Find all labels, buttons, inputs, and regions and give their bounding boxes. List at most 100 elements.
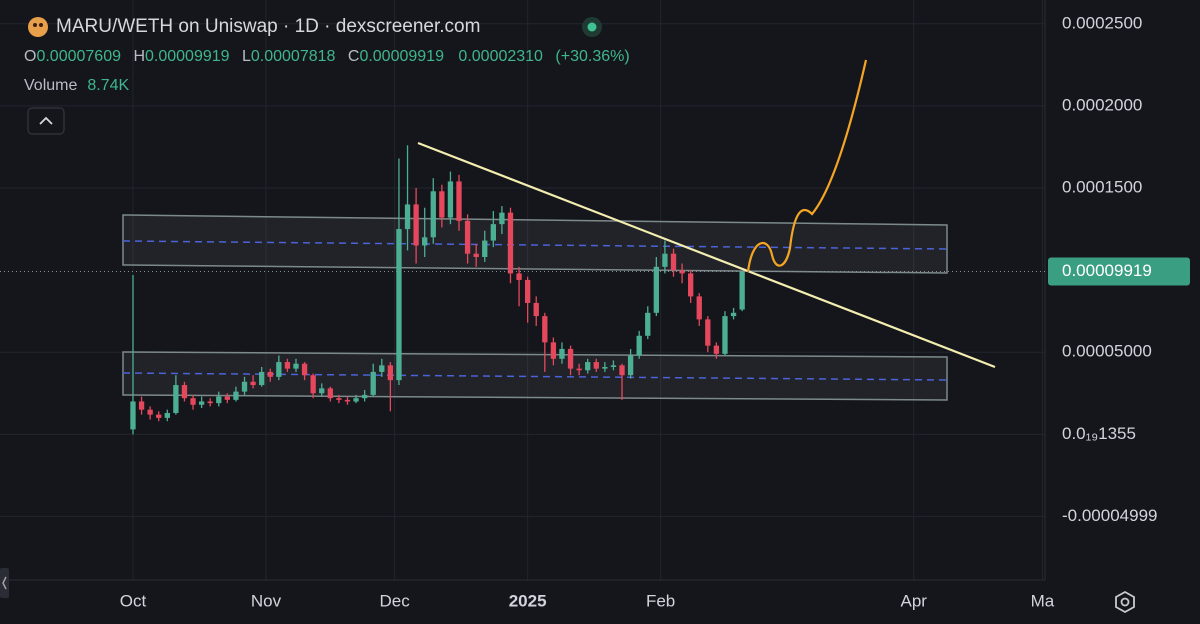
candles [130,145,745,435]
candle-body [310,375,316,394]
x-tick-label: Dec [380,591,411,610]
candle-body [319,388,325,394]
settings-icon [1120,597,1130,607]
x-tick-label: Ma [1031,591,1055,610]
candle-body [636,335,642,356]
ohlc-line: O0.00007609 H0.00009919 L0.00007818 C0.0… [24,48,630,65]
token-logo [39,23,43,27]
y-tick-label: 0.0₁₉1355 [1062,424,1136,443]
candle-body [688,273,694,297]
ohlc-label: C [348,48,360,65]
candle-body [550,342,557,359]
x-tick-label: Nov [251,591,282,610]
ohlc-value: 0.00009919 [145,48,230,65]
resistance-zone [122,214,948,274]
candle-body [147,409,153,415]
candle-body [284,362,291,369]
candle-body [370,371,376,395]
ohlc-value: 0.00009919 [359,48,444,65]
candle-body [619,365,625,376]
candle-body [679,270,685,274]
x-tick-label: Feb [646,591,675,610]
candle-body [216,396,222,404]
ohlc-label: O [24,48,36,65]
candle-body [233,391,239,400]
candle-body [224,396,231,400]
drawings [122,214,948,401]
candle-body [482,240,488,257]
y-tick-label: 0.0002500 [1062,13,1142,32]
candle-body [670,253,677,271]
last-price-box [1048,257,1190,286]
annotations [417,59,996,369]
y-tick-label: 0.0001500 [1062,177,1142,196]
candle-body [456,181,462,221]
candle-body [404,204,411,230]
axes: 0.0002500 0.0002000 0.0001500 0.00005000 0.0… [0,13,1190,610]
candle-body [542,316,548,343]
candle-body [198,401,205,405]
token-logo [28,17,48,37]
candle-body [602,366,608,369]
candle-body [473,253,479,257]
y-tick-label: 0.00005000 [1062,342,1152,361]
chevron-icon [39,116,53,125]
candle-body [164,412,170,418]
candle-body [336,398,342,400]
zone-midline [122,240,948,250]
candle-body [610,365,617,367]
collapse-button[interactable] [27,107,65,135]
change: 0.00002310 [458,48,543,65]
candle-body [645,312,651,336]
projection-curve [746,59,868,273]
candle-body [439,191,445,218]
candle-body [344,399,351,402]
candle-body [130,401,136,430]
candle-body [533,302,539,317]
candle-body [576,368,582,371]
volume-label: Volume [24,77,77,94]
candle-body [396,229,402,381]
volume-value: 8.74K [87,77,129,94]
change-pct: (+30.36%) [555,48,629,65]
candle-body [499,212,505,225]
last-price-label: 0.00009919 [1062,261,1152,280]
candle-body [173,385,179,413]
candle-body [507,212,514,274]
candle-body [722,316,728,354]
settings-button[interactable] [1115,590,1135,614]
candle-body [524,279,531,303]
candle-body [705,319,711,346]
candle-body [567,348,574,369]
x-tick-label: Apr [900,591,927,610]
candle-body [413,204,419,246]
candle-body [207,401,213,404]
chart-title: MARU/WETH on Uniswap · 1D · dexscreener.… [56,16,480,37]
candle-body [422,237,428,246]
candle-body [430,191,436,238]
candle-body [593,362,599,369]
side-tab[interactable] [0,568,9,598]
settings-icon [1115,590,1135,614]
candle-body [293,363,299,369]
candle-body [730,312,737,317]
candle-body [379,365,385,372]
volume-line: Volume 8.74K [24,77,130,94]
trend-line [417,141,996,369]
ohlc-value: 0.00007609 [36,48,121,65]
ohlc-value: 0.00007818 [251,48,336,65]
candle-body [662,253,668,267]
y-tick-label: 0.0002000 [1062,95,1142,114]
candle-body [181,385,188,399]
candle-body [327,388,333,399]
ohlc-label: L [242,48,251,65]
candle-body [516,273,522,280]
candle-body [353,398,359,402]
y-tick-label: -0.00004999 [1062,506,1157,525]
candle-body [301,363,308,376]
candle-body [250,381,256,386]
candle-body [739,271,745,310]
candle-body [447,181,454,218]
candle-body [241,381,248,392]
